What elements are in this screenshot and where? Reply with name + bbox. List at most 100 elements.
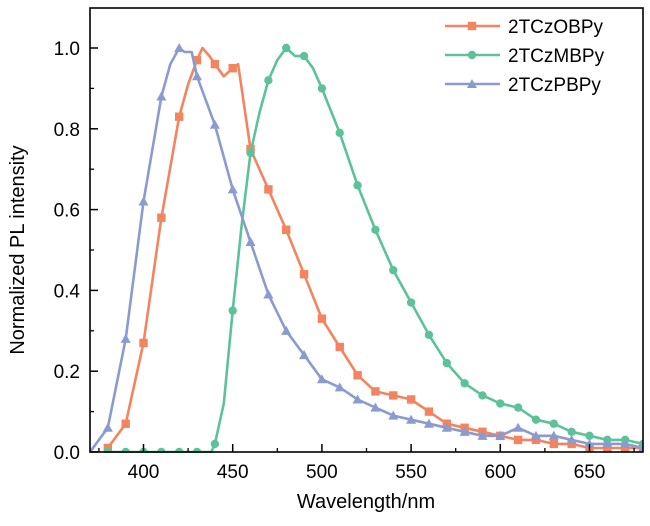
x-tick-label: 550 [395, 462, 427, 483]
data-point [531, 435, 541, 445]
x-tick-label: 500 [306, 462, 338, 483]
y-tick-label: 0.6 [54, 201, 80, 222]
data-point [353, 181, 362, 190]
data-point [210, 439, 220, 449]
data-point [388, 410, 399, 420]
data-point [406, 395, 416, 404]
data-point [317, 84, 327, 93]
data-point [246, 148, 255, 158]
data-point [477, 430, 488, 440]
data-point [335, 342, 344, 352]
y-tick-label: 0.2 [54, 362, 80, 383]
data-point [353, 371, 362, 380]
data-point [389, 391, 398, 400]
data-point [585, 431, 594, 441]
data-point [299, 51, 309, 61]
x-tick-label: 600 [484, 462, 516, 483]
data-point [423, 418, 434, 428]
series-layer [90, 42, 643, 453]
data-point [584, 438, 595, 448]
data-point [424, 407, 434, 416]
legend-item: 2TCzMBPy [445, 46, 605, 67]
data-point [371, 387, 380, 396]
legend-label: 2TCzMBPy [508, 46, 605, 67]
legend-marker [467, 50, 477, 60]
y-tick-label: 0.4 [54, 281, 81, 302]
y-axis: 0.0 0.2 0.4 0.6 0.8 1.0 [54, 39, 98, 464]
data-point [299, 270, 309, 279]
data-point [620, 438, 631, 448]
data-point [299, 350, 310, 360]
data-point [317, 314, 327, 323]
x-axis: 400 450 500 550 600 650 [98, 444, 635, 483]
data-point [191, 71, 203, 81]
data-point [121, 419, 130, 428]
data-point [264, 185, 273, 194]
data-point [478, 391, 487, 400]
data-point [263, 289, 274, 299]
data-point [620, 443, 630, 453]
y-tick-label: 1.0 [54, 39, 80, 60]
data-point [264, 76, 273, 85]
y-tick-label: 0.0 [54, 443, 80, 464]
data-point [406, 414, 417, 424]
data-point [209, 119, 220, 129]
data-point [138, 196, 149, 206]
data-point [281, 325, 292, 335]
data-point [371, 225, 380, 234]
data-point [441, 422, 452, 432]
data-point [567, 439, 576, 449]
data-point [637, 442, 643, 452]
data-point [282, 225, 291, 234]
data-point [603, 443, 612, 453]
data-point [227, 184, 238, 194]
x-tick-label: 450 [217, 462, 249, 483]
data-point [389, 266, 398, 275]
data-point [531, 415, 541, 424]
data-point [139, 338, 148, 348]
data-point [566, 434, 577, 444]
data-point [495, 430, 506, 440]
data-point [424, 330, 434, 340]
series-2tczpbpy [90, 42, 643, 453]
data-point [549, 419, 559, 428]
data-point [370, 402, 381, 412]
y-axis-label: Normalized PL intensity [7, 145, 29, 354]
data-point [316, 374, 327, 384]
legend-label: 2TCzOBPy [508, 17, 604, 38]
data-point [210, 59, 220, 69]
y-tick-label: 0.8 [54, 120, 80, 141]
data-point [513, 435, 523, 445]
data-point [228, 64, 237, 73]
data-point [282, 43, 291, 53]
data-point [513, 403, 523, 412]
data-point [459, 426, 470, 436]
data-point [192, 55, 202, 65]
data-point [406, 298, 416, 307]
data-point [496, 399, 505, 408]
x-tick-label: 650 [574, 462, 606, 483]
data-point [174, 42, 185, 53]
legend-marker [466, 78, 478, 89]
data-point [352, 394, 363, 404]
data-point [513, 422, 524, 432]
data-point [530, 430, 542, 440]
series-line [90, 46, 643, 453]
x-axis-label: Wavelength/nm [297, 491, 435, 513]
data-point [120, 333, 131, 343]
legend-item: 2TCzPBPy [445, 75, 601, 96]
data-point [549, 439, 559, 449]
legend: 2TCzOBPy 2TCzMBPy 2TCzPBPy [445, 17, 605, 96]
data-point [174, 112, 184, 121]
legend-marker [467, 21, 477, 31]
data-point [442, 358, 451, 368]
data-point [567, 427, 576, 436]
data-point [228, 306, 237, 315]
data-point [334, 382, 345, 392]
data-point [102, 422, 113, 432]
data-point [335, 128, 344, 138]
data-point [245, 236, 256, 246]
legend-label: 2TCzPBPy [508, 75, 601, 96]
data-point [548, 430, 559, 440]
